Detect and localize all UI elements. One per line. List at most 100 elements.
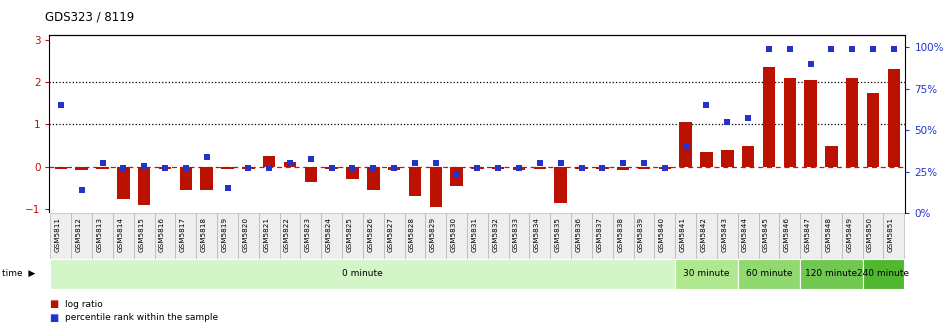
Point [345,165,360,170]
Bar [262,156,276,167]
Text: GSM5814: GSM5814 [117,217,124,252]
Bar [259,213,280,259]
Text: GSM5812: GSM5812 [76,217,82,252]
Bar [805,80,817,167]
Bar [425,213,446,259]
Point [782,46,797,52]
Text: GSM5850: GSM5850 [867,217,873,252]
Bar [201,167,213,190]
Bar [71,213,92,259]
Bar [784,78,796,167]
Text: GSM5842: GSM5842 [701,217,707,252]
Bar [54,167,68,169]
Bar [488,213,509,259]
Text: GSM5833: GSM5833 [513,217,519,252]
Text: ■: ■ [49,299,59,309]
Bar [800,259,863,289]
Text: GSM5821: GSM5821 [263,217,269,252]
Bar [321,213,342,259]
Bar [451,167,463,186]
Bar [592,213,612,259]
Point [324,165,340,170]
Bar [404,213,425,259]
Bar [846,78,859,167]
Point [407,161,422,166]
Text: GSM5823: GSM5823 [305,217,311,252]
Bar [467,213,488,259]
Text: GDS323 / 8119: GDS323 / 8119 [45,10,134,23]
Bar [863,259,904,289]
Text: GSM5818: GSM5818 [201,217,206,252]
Bar [446,213,467,259]
Bar [92,213,113,259]
Bar [430,167,442,207]
Bar [383,213,404,259]
Bar [138,167,150,205]
Bar [679,122,692,167]
Bar [243,167,255,169]
Bar [117,167,129,199]
Point [741,115,756,120]
Bar [738,213,759,259]
Bar [863,213,883,259]
Text: GSM5834: GSM5834 [534,217,540,252]
Point [178,165,193,170]
Bar [513,167,525,170]
Bar [612,213,633,259]
Bar [96,167,108,169]
Bar [554,167,567,203]
Point [303,157,319,162]
Bar [780,213,800,259]
Bar [325,167,338,169]
Bar [222,167,234,169]
Bar [342,213,363,259]
Text: GSM5822: GSM5822 [284,217,290,252]
Bar [551,213,572,259]
Bar [596,167,609,169]
Bar [304,167,317,181]
Bar [50,259,675,289]
Point [657,165,672,170]
Text: GSM5835: GSM5835 [554,217,561,252]
Point [636,161,651,166]
Bar [471,167,484,169]
Bar [575,167,588,169]
Bar [700,152,712,167]
Point [720,119,735,125]
Point [512,165,527,170]
Point [137,163,152,168]
Text: 60 minute: 60 minute [746,269,792,278]
Bar [283,163,296,167]
Text: GSM5829: GSM5829 [430,217,436,252]
Point [762,46,777,52]
Text: GSM5828: GSM5828 [409,217,415,252]
Text: GSM5825: GSM5825 [346,217,353,252]
Bar [196,213,217,259]
Bar [638,167,650,169]
Bar [388,167,400,170]
Text: 0 minute: 0 minute [342,269,383,278]
Text: GSM5824: GSM5824 [325,217,332,252]
Bar [738,259,800,289]
Point [533,161,548,166]
Bar [696,213,717,259]
Text: GSM5837: GSM5837 [596,217,602,252]
Bar [155,213,175,259]
Bar [492,167,504,169]
Point [886,46,902,52]
Point [803,61,818,66]
Point [366,165,381,170]
Bar [763,67,775,167]
Bar [883,213,904,259]
Text: GSM5826: GSM5826 [367,217,374,252]
Text: GSM5830: GSM5830 [451,217,456,252]
Point [553,161,569,166]
Text: GSM5838: GSM5838 [617,217,623,252]
Bar [75,167,88,170]
Text: time  ▶: time ▶ [2,269,35,278]
Text: ■: ■ [49,312,59,323]
Bar [675,213,696,259]
Text: GSM5815: GSM5815 [138,217,145,252]
Text: GSM5832: GSM5832 [493,217,498,252]
Bar [50,213,71,259]
